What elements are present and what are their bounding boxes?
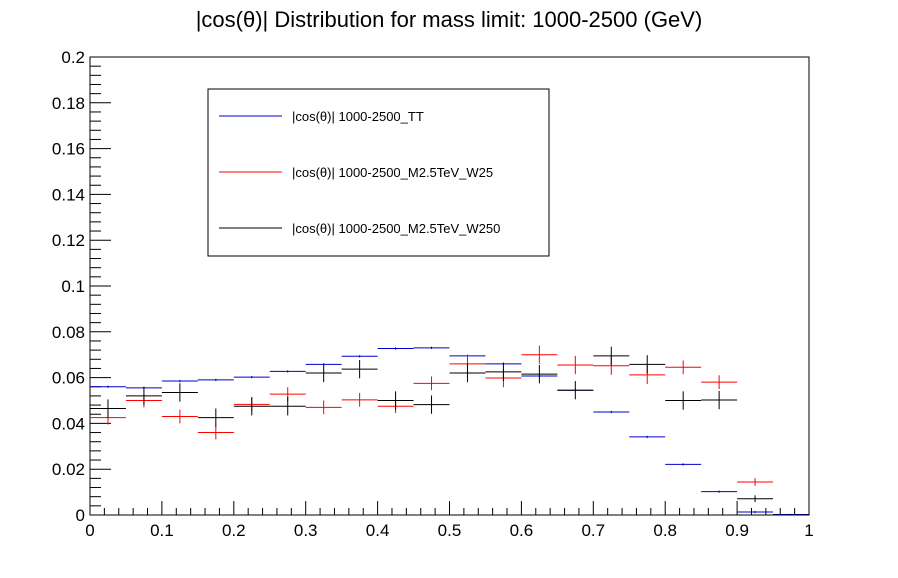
data-point bbox=[557, 381, 594, 400]
y-tick-label: 0.08 bbox=[52, 323, 85, 342]
data-point bbox=[521, 345, 558, 364]
data-point bbox=[197, 425, 234, 440]
data-point bbox=[125, 386, 162, 406]
data-point bbox=[341, 392, 378, 407]
data-point bbox=[90, 385, 126, 388]
data-point bbox=[341, 359, 378, 379]
x-tick-label: 0.1 bbox=[150, 521, 174, 540]
data-point bbox=[557, 355, 594, 375]
data-point bbox=[377, 347, 414, 350]
data-point bbox=[593, 346, 630, 366]
x-tick-label: 0 bbox=[85, 521, 94, 540]
data-point bbox=[701, 375, 738, 390]
chart-title: |cos(θ)| Distribution for mass limit: 10… bbox=[196, 7, 703, 32]
data-point bbox=[197, 378, 234, 382]
x-tick-label: 0.2 bbox=[222, 521, 246, 540]
x-tick-label: 1 bbox=[804, 521, 813, 540]
data-point bbox=[413, 346, 450, 349]
x-tick-label: 0.9 bbox=[725, 521, 749, 540]
data-point bbox=[90, 399, 126, 418]
y-tick-label: 0 bbox=[76, 506, 85, 525]
data-point bbox=[233, 397, 270, 416]
data-point bbox=[629, 435, 666, 439]
data-point bbox=[377, 391, 414, 410]
data-point bbox=[449, 363, 486, 383]
data-point bbox=[665, 463, 702, 466]
y-tick-label: 0.2 bbox=[61, 48, 85, 67]
data-point bbox=[161, 409, 198, 424]
y-axis: 0 0.02 0.04 0.06 0.08 0.1 0.12 0.14 0.16 0.18 0.2 bbox=[52, 48, 111, 525]
data-layer bbox=[90, 345, 809, 516]
data-point bbox=[161, 379, 198, 383]
data-point bbox=[593, 410, 630, 414]
x-tick-label: 0.7 bbox=[581, 521, 605, 540]
legend-label: |cos(θ)| 1000-2500_TT bbox=[292, 109, 424, 124]
data-point bbox=[233, 375, 270, 379]
data-point bbox=[665, 391, 702, 410]
data-point bbox=[737, 478, 774, 486]
data-point bbox=[413, 376, 450, 391]
y-tick-label: 0.12 bbox=[52, 231, 85, 250]
series-2 bbox=[90, 345, 809, 516]
series-1 bbox=[90, 346, 809, 516]
y-tick-label: 0.04 bbox=[52, 414, 85, 433]
data-point bbox=[161, 383, 198, 402]
data-point bbox=[665, 360, 702, 375]
x-tick-label: 0.4 bbox=[366, 521, 390, 540]
data-point bbox=[629, 355, 666, 374]
data-point bbox=[737, 510, 774, 514]
data-point bbox=[521, 365, 558, 384]
data-point bbox=[701, 390, 738, 410]
data-point bbox=[305, 363, 342, 383]
data-point bbox=[305, 400, 342, 415]
data-point bbox=[197, 408, 234, 427]
data-point bbox=[269, 370, 306, 373]
x-tick-label: 0.5 bbox=[438, 521, 462, 540]
data-point bbox=[485, 362, 522, 382]
legend: |cos(θ)| 1000-2500_TT |cos(θ)| 1000-2500_… bbox=[207, 88, 550, 257]
y-tick-label: 0.1 bbox=[61, 277, 85, 296]
y-tick-label: 0.14 bbox=[52, 185, 85, 204]
x-tick-label: 0.8 bbox=[653, 521, 677, 540]
x-tick-label: 0.3 bbox=[294, 521, 318, 540]
y-tick-label: 0.02 bbox=[52, 460, 85, 479]
x-axis: 0 0.1 0.2 0.3 0.4 0.5 0.6 0.7 0.8 0.9 1 bbox=[85, 501, 814, 540]
x-tick-label: 0.6 bbox=[510, 521, 534, 540]
y-tick-label: 0.18 bbox=[52, 94, 85, 113]
series-3 bbox=[90, 346, 809, 516]
data-point bbox=[269, 397, 306, 416]
y-tick-label: 0.16 bbox=[52, 140, 85, 159]
data-point bbox=[413, 395, 450, 414]
legend-label: |cos(θ)| 1000-2500_M2.5TeV_W250 bbox=[292, 221, 500, 236]
data-point bbox=[737, 495, 774, 503]
legend-label: |cos(θ)| 1000-2500_M2.5TeV_W25 bbox=[292, 165, 493, 180]
y-tick-label: 0.06 bbox=[52, 369, 85, 388]
data-point bbox=[701, 490, 738, 493]
data-point bbox=[341, 355, 378, 358]
